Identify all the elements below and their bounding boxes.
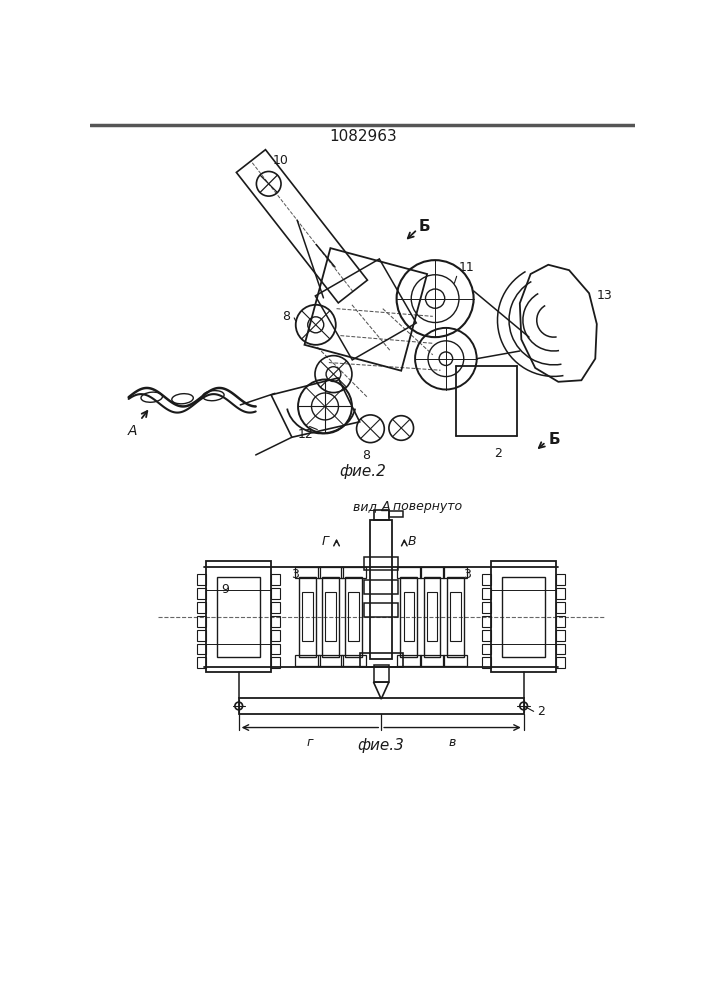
Bar	[443, 567, 467, 578]
Bar	[302, 592, 312, 641]
Text: Г: Г	[322, 535, 329, 548]
Bar	[325, 592, 336, 641]
Text: 9: 9	[221, 583, 229, 596]
Bar	[482, 630, 491, 641]
Bar	[443, 655, 467, 666]
Bar	[373, 510, 389, 520]
Bar	[271, 657, 281, 668]
Text: В: В	[407, 535, 416, 548]
Bar	[400, 577, 417, 657]
Bar	[271, 574, 281, 585]
Bar	[360, 653, 403, 667]
Bar	[197, 644, 206, 654]
Text: вид: вид	[353, 500, 381, 513]
Text: в: в	[449, 736, 456, 749]
Bar	[318, 567, 343, 578]
Text: А: А	[128, 424, 137, 438]
Bar	[420, 655, 444, 666]
Text: 13: 13	[597, 289, 612, 302]
Bar	[370, 520, 392, 659]
Bar	[482, 602, 491, 613]
Text: Б: Б	[419, 219, 431, 234]
Bar	[491, 561, 556, 672]
Bar	[556, 657, 565, 668]
Bar	[420, 567, 444, 578]
Bar	[271, 602, 281, 613]
Bar	[404, 592, 414, 641]
Bar	[197, 630, 206, 641]
Bar	[556, 574, 565, 585]
Bar	[197, 588, 206, 599]
Bar	[197, 616, 206, 627]
Bar	[271, 644, 281, 654]
Bar	[397, 567, 421, 578]
Bar	[556, 630, 565, 641]
Bar	[482, 588, 491, 599]
Text: Б: Б	[549, 432, 560, 447]
Text: 11: 11	[458, 261, 474, 274]
Bar	[397, 655, 421, 666]
Bar	[341, 567, 366, 578]
Bar	[348, 592, 359, 641]
Bar	[364, 603, 398, 617]
Bar	[197, 657, 206, 668]
Bar	[345, 577, 362, 657]
Bar	[295, 655, 320, 666]
Text: фие.3: фие.3	[358, 738, 404, 753]
Bar	[423, 577, 440, 657]
Text: 8: 8	[283, 310, 291, 323]
Bar	[271, 616, 281, 627]
Bar	[341, 655, 366, 666]
Bar	[389, 511, 403, 517]
Bar	[556, 588, 565, 599]
Text: А: А	[381, 500, 390, 513]
Bar	[295, 567, 320, 578]
Text: фие.2: фие.2	[339, 464, 386, 479]
Text: повернуто: повернуто	[389, 500, 462, 513]
Text: 8: 8	[362, 449, 370, 462]
Text: г: г	[307, 736, 313, 749]
Bar	[271, 588, 281, 599]
Bar	[197, 602, 206, 613]
Bar	[364, 580, 398, 594]
Bar	[271, 630, 281, 641]
Bar	[556, 616, 565, 627]
Bar	[197, 574, 206, 585]
Text: 2: 2	[537, 705, 544, 718]
Text: 1082963: 1082963	[329, 129, 397, 144]
Bar	[556, 602, 565, 613]
Bar	[447, 577, 464, 657]
Bar	[299, 577, 316, 657]
Bar	[239, 698, 524, 714]
Bar	[426, 592, 438, 641]
Text: 12: 12	[298, 428, 314, 441]
Bar	[482, 644, 491, 654]
Bar	[206, 561, 271, 672]
Bar	[373, 665, 389, 682]
Text: 3: 3	[464, 568, 472, 581]
Bar	[322, 577, 339, 657]
Bar	[482, 574, 491, 585]
Bar	[318, 655, 343, 666]
Text: 2: 2	[494, 447, 502, 460]
Bar	[502, 577, 545, 657]
Bar	[364, 557, 398, 570]
Text: 10: 10	[273, 154, 288, 167]
Bar	[556, 644, 565, 654]
Bar	[482, 657, 491, 668]
Bar	[482, 616, 491, 627]
Text: 3: 3	[291, 568, 299, 581]
Bar	[450, 592, 460, 641]
Bar	[217, 577, 260, 657]
